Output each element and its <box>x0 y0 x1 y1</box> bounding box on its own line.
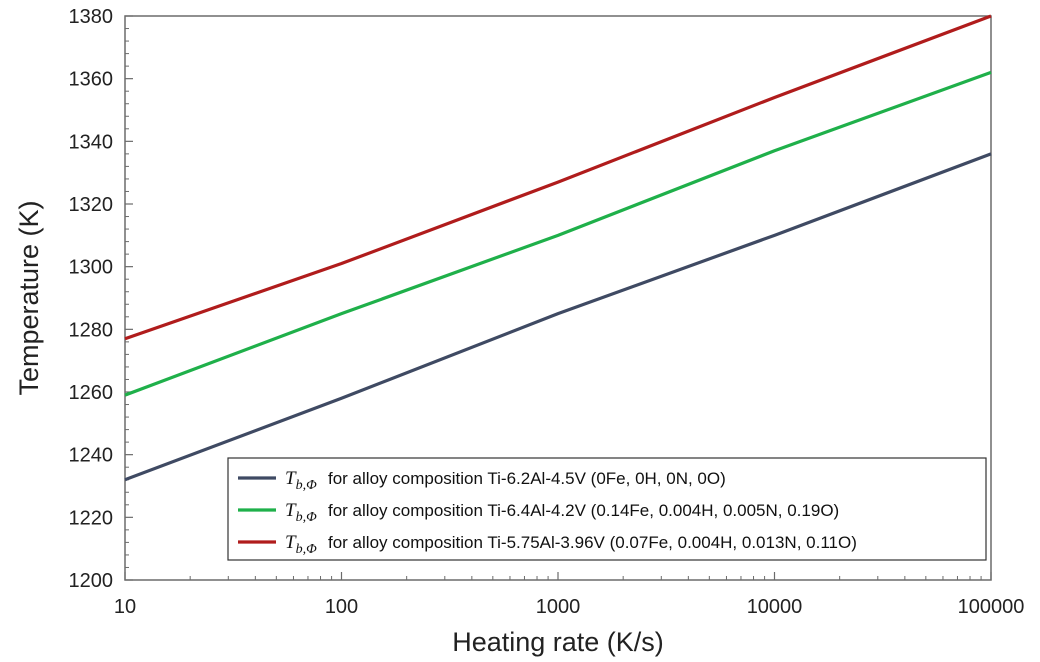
series-line-2 <box>124 70 992 397</box>
legend-symbol: Tb,Φ <box>285 468 317 493</box>
series-line-3 <box>124 14 992 341</box>
x-tick-label: 1000 <box>536 596 581 618</box>
x-axis-title: Heating rate (K/s) <box>452 627 664 657</box>
y-tick-label: 1360 <box>69 69 114 91</box>
x-tick-label: 100000 <box>958 596 1025 618</box>
y-tick-label: 1340 <box>69 131 114 153</box>
legend-label-3: for alloy composition Ti-5.75Al-3.96V (0… <box>328 533 857 552</box>
y-axis-title: Temperature (K) <box>14 200 44 395</box>
legend-symbol: Tb,Φ <box>285 532 317 557</box>
y-tick-label: 1240 <box>69 445 114 467</box>
legend-label-1: for alloy composition Ti-6.2Al-4.5V (0Fe… <box>328 469 726 488</box>
series-line-1 <box>124 152 992 482</box>
y-tick-label: 1200 <box>69 570 114 592</box>
legend-box <box>227 457 987 561</box>
legend-label-2: for alloy composition Ti-6.4Al-4.2V (0.1… <box>328 501 839 520</box>
x-tick-label: 100 <box>325 596 358 618</box>
x-tick-label: 10000 <box>747 596 803 618</box>
y-tick-label: 1260 <box>69 382 114 404</box>
y-tick-label: 1320 <box>69 194 114 216</box>
legend-symbol: Tb,Φ <box>285 500 317 525</box>
y-tick-label: 1380 <box>69 6 114 28</box>
y-tick-label: 1300 <box>69 257 114 279</box>
y-tick-label: 1220 <box>69 507 114 529</box>
y-tick-label: 1280 <box>69 319 114 341</box>
x-tick-label: 10 <box>114 596 136 618</box>
